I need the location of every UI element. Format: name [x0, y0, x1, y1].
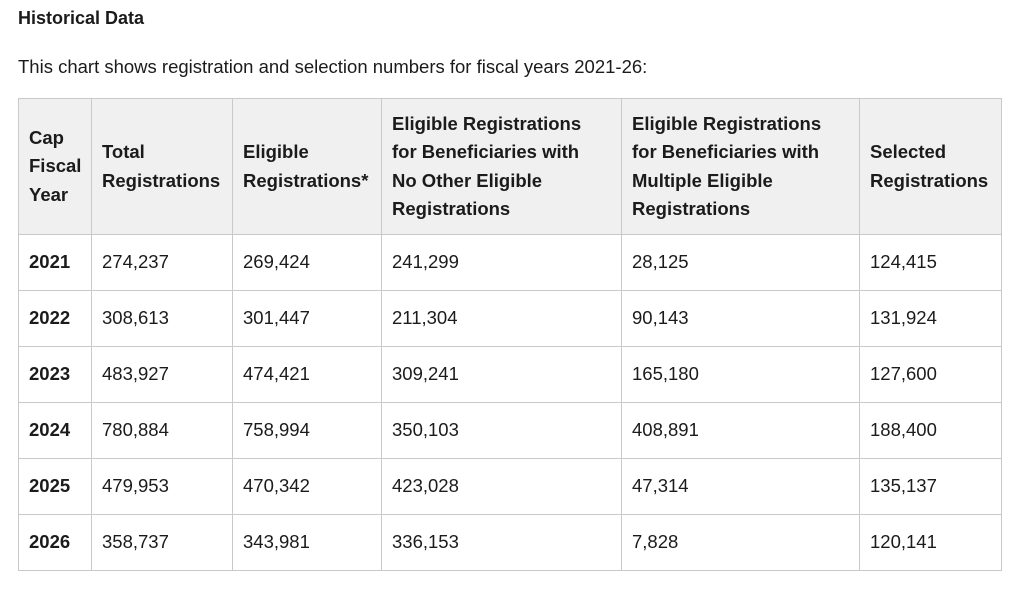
cell-total: 780,884	[91, 402, 233, 459]
header-eligible-registrations: Eligible Registrations*	[232, 98, 382, 235]
cell-selected: 120,141	[859, 514, 1002, 571]
cell-no-other: 336,153	[381, 514, 622, 571]
header-selected-registrations: Selected Registrations	[859, 98, 1002, 235]
cell-no-other: 423,028	[381, 458, 622, 515]
table-header: Cap Fiscal Year Total Registrations Elig…	[18, 98, 1002, 235]
header-line: for Beneficiaries with	[392, 141, 580, 162]
table-row: 2025 479,953 470,342 423,028 47,314 135,…	[18, 458, 1002, 515]
header-line: Multiple Eligible	[632, 169, 773, 191]
cell-year: 2025	[18, 458, 92, 515]
intro-text: This chart shows registration and select…	[18, 56, 648, 77]
cell-eligible: 758,994	[232, 402, 382, 459]
cell-multiple: 165,180	[621, 346, 860, 403]
cell-selected: 127,600	[859, 346, 1002, 403]
header-line: Year	[29, 183, 69, 205]
header-eligible-multiple: Eligible Registrations for Beneficiaries…	[621, 98, 860, 235]
header-line: Cap	[29, 126, 64, 148]
cell-year: 2024	[18, 402, 92, 459]
historical-data-table: Cap Fiscal Year Total Registrations Elig…	[18, 98, 1002, 571]
header-line: Registrations	[102, 169, 221, 191]
cell-multiple: 47,314	[621, 458, 860, 515]
header-line: Total	[102, 141, 145, 162]
table-row: 2023 483,927 474,421 309,241 165,180 127…	[18, 346, 1002, 403]
cell-total: 308,613	[91, 290, 233, 347]
table-row: 2022 308,613 301,447 211,304 90,143 131,…	[18, 290, 1002, 347]
header-line: Registrations	[870, 169, 989, 191]
header-line: No Other Eligible	[392, 169, 543, 191]
cell-selected: 131,924	[859, 290, 1002, 347]
cell-year: 2026	[18, 514, 92, 571]
header-line: Eligible Registrations	[392, 112, 582, 134]
cell-total: 483,927	[91, 346, 233, 403]
header-line: Fiscal	[29, 155, 82, 177]
table-row: 2021 274,237 269,424 241,299 28,125 124,…	[18, 234, 1002, 291]
header-line: Eligible	[243, 141, 309, 162]
section-heading: Historical Data	[18, 8, 145, 28]
cell-year: 2022	[18, 290, 92, 347]
header-total-registrations: Total Registrations	[91, 98, 233, 235]
header-cap-fiscal-year: Cap Fiscal Year	[18, 98, 92, 235]
table-body: 2021 274,237 269,424 241,299 28,125 124,…	[18, 234, 1002, 571]
cell-selected: 124,415	[859, 234, 1002, 291]
cell-year: 2023	[18, 346, 92, 403]
cell-no-other: 350,103	[381, 402, 622, 459]
cell-eligible: 343,981	[232, 514, 382, 571]
cell-no-other: 211,304	[381, 290, 622, 347]
cell-selected: 135,137	[859, 458, 1002, 515]
cell-no-other: 241,299	[381, 234, 622, 291]
header-line: Registrations	[392, 198, 511, 219]
cell-total: 479,953	[91, 458, 233, 515]
cell-no-other: 309,241	[381, 346, 622, 403]
header-line: Selected	[870, 141, 947, 162]
table-row: 2024 780,884 758,994 350,103 408,891 188…	[18, 402, 1002, 459]
cell-total: 274,237	[91, 234, 233, 291]
cell-eligible: 269,424	[232, 234, 382, 291]
header-line: for Beneficiaries with	[632, 141, 820, 162]
table-row: 2026 358,737 343,981 336,153 7,828 120,1…	[18, 514, 1002, 571]
cell-multiple: 7,828	[621, 514, 860, 571]
cell-selected: 188,400	[859, 402, 1002, 459]
cell-eligible: 474,421	[232, 346, 382, 403]
cell-multiple: 28,125	[621, 234, 860, 291]
header-line: Registrations*	[243, 169, 369, 191]
header-row: Cap Fiscal Year Total Registrations Elig…	[18, 98, 1002, 235]
cell-multiple: 90,143	[621, 290, 860, 347]
header-line: Eligible Registrations	[632, 112, 822, 134]
cell-eligible: 301,447	[232, 290, 382, 347]
header-eligible-no-other: Eligible Registrations for Beneficiaries…	[381, 98, 622, 235]
cell-total: 358,737	[91, 514, 233, 571]
cell-year: 2021	[18, 234, 92, 291]
cell-eligible: 470,342	[232, 458, 382, 515]
header-line: Registrations	[632, 198, 751, 219]
cell-multiple: 408,891	[621, 402, 860, 459]
